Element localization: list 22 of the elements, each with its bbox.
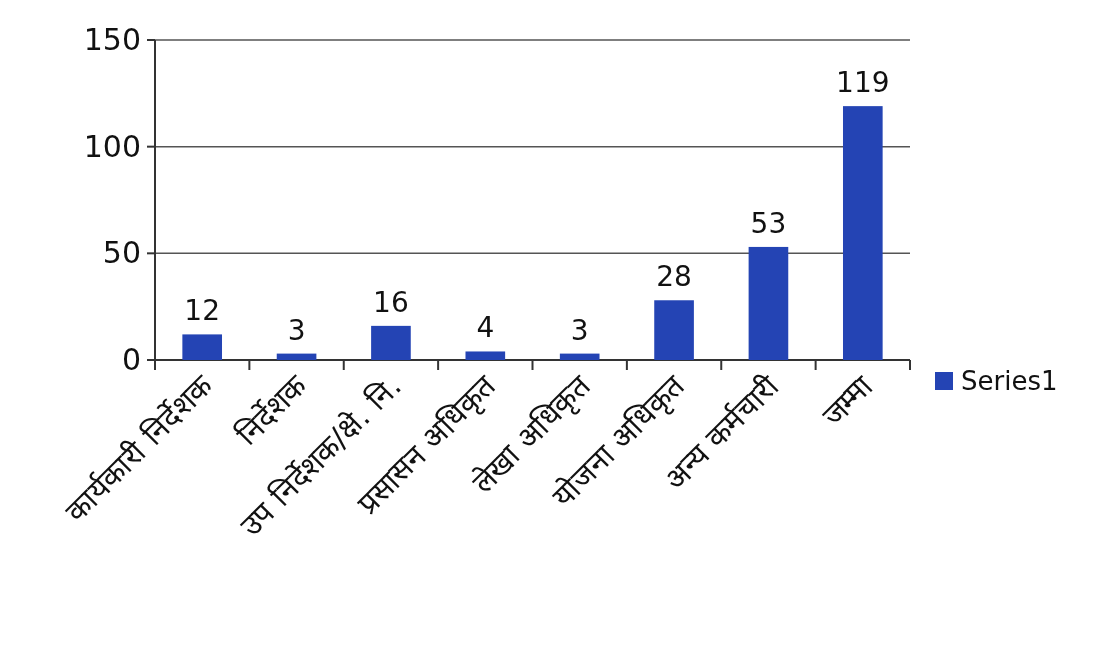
bar	[654, 300, 694, 360]
data-label: 4	[476, 311, 495, 345]
bar	[748, 246, 789, 360]
y-tick-label: 150	[83, 22, 141, 57]
data-label: 53	[750, 206, 787, 240]
y-tick-label: 100	[83, 128, 141, 164]
data-label: 3	[287, 313, 306, 347]
bar	[276, 353, 317, 360]
legend-label: Series1	[961, 366, 1058, 396]
data-label: 16	[373, 285, 409, 319]
bar	[559, 353, 600, 360]
bar	[371, 325, 411, 360]
data-label: 119	[836, 66, 890, 100]
bar	[842, 106, 883, 360]
x-tick-label: जम्मा	[814, 367, 881, 434]
bar	[465, 351, 506, 360]
bar	[182, 334, 223, 360]
data-label: 12	[184, 294, 221, 328]
y-tick-label: 0	[121, 342, 141, 377]
data-label: 28	[656, 260, 692, 294]
y-tick-label: 50	[102, 235, 141, 271]
data-label: 3	[570, 313, 589, 347]
